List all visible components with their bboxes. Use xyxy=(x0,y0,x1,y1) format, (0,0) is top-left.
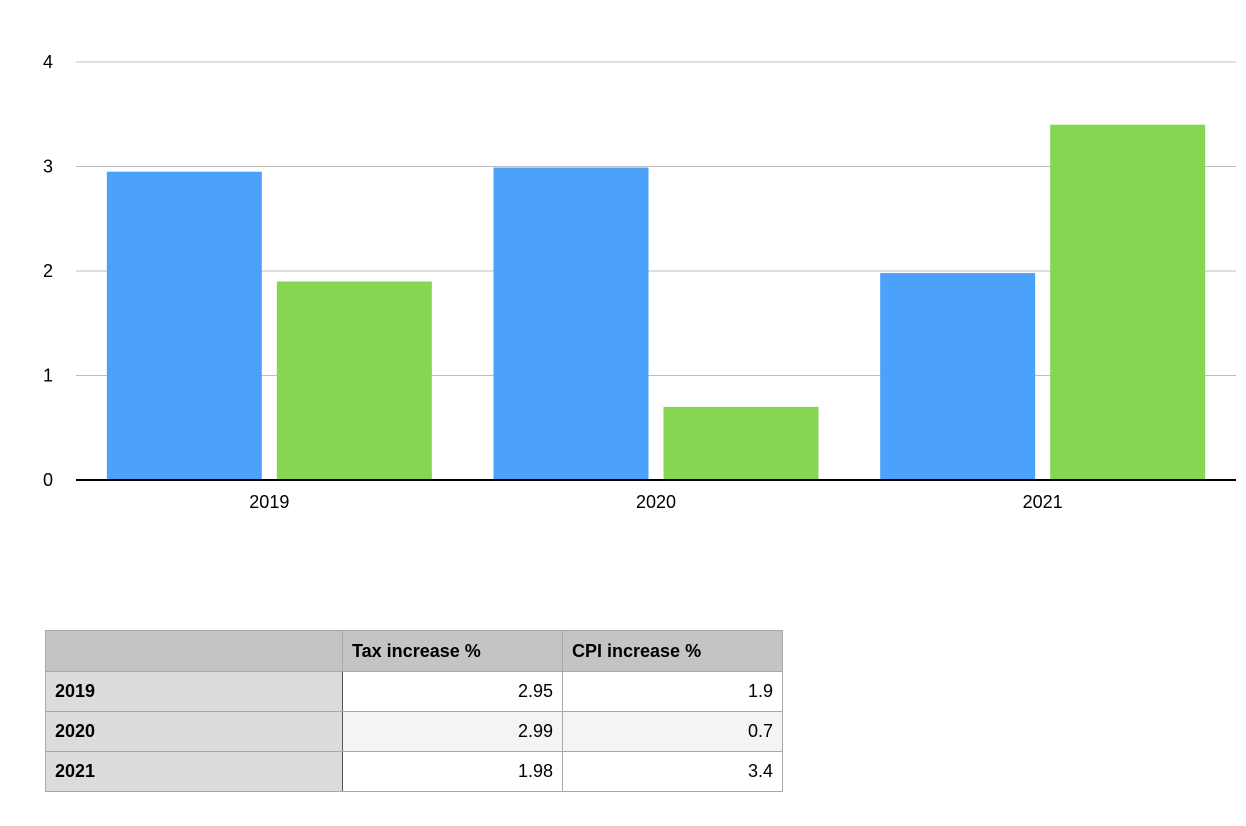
bar-chart: 0 1 2 3 4 2019 2020 2021 xyxy=(43,52,1236,512)
y-tick-label: 1 xyxy=(43,366,53,386)
table-row: 2019 2.95 1.9 xyxy=(45,671,783,712)
bar-tax-2021 xyxy=(880,273,1036,480)
row-header: 2021 xyxy=(45,751,343,792)
table-row: 2021 1.98 3.4 xyxy=(45,751,783,792)
y-tick-label: 4 xyxy=(43,52,53,72)
row-header: 2019 xyxy=(45,671,343,712)
tax-cell: 1.98 xyxy=(342,751,563,792)
bar-cpi-2020 xyxy=(663,406,819,480)
tax-cell: 2.99 xyxy=(342,711,563,752)
x-axis-ticks: 2019 2020 2021 xyxy=(249,492,1062,512)
tax-cell: 2.95 xyxy=(342,671,563,712)
bar-tax-2019 xyxy=(106,171,262,480)
x-tick-label: 2021 xyxy=(1023,492,1063,512)
table-header-row: Tax increase % CPI increase % xyxy=(45,630,783,672)
table-row: 2020 2.99 0.7 xyxy=(45,711,783,752)
gridlines xyxy=(76,61,1236,376)
row-header: 2020 xyxy=(45,711,343,752)
y-tick-label: 3 xyxy=(43,157,53,177)
data-table: Tax increase % CPI increase % 2019 2.95 … xyxy=(45,630,783,792)
bar-cpi-2021 xyxy=(1050,124,1206,480)
x-tick-label: 2020 xyxy=(636,492,676,512)
cpi-cell: 3.4 xyxy=(562,751,783,792)
bar-tax-2020 xyxy=(493,167,649,481)
y-tick-label: 0 xyxy=(43,470,53,490)
y-axis-ticks: 0 1 2 3 4 xyxy=(43,52,53,490)
column-header-cpi: CPI increase % xyxy=(562,630,783,672)
bars xyxy=(106,124,1206,481)
column-header-tax: Tax increase % xyxy=(342,630,563,672)
cpi-cell: 1.9 xyxy=(562,671,783,712)
cpi-cell: 0.7 xyxy=(562,711,783,752)
table-corner-cell xyxy=(45,630,343,672)
bar-cpi-2019 xyxy=(276,281,432,480)
x-tick-label: 2019 xyxy=(249,492,289,512)
y-tick-label: 2 xyxy=(43,261,53,281)
